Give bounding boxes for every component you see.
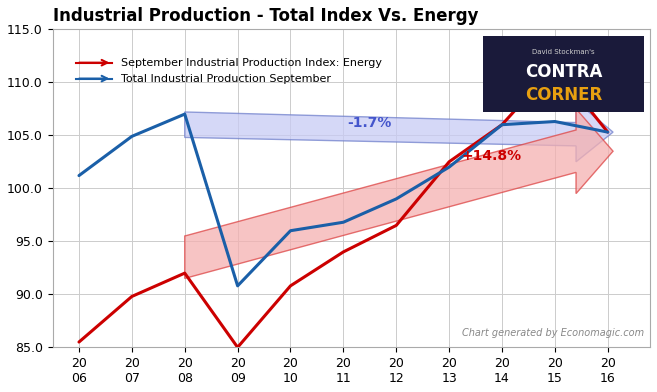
Polygon shape <box>185 102 613 162</box>
Text: -1.7%: -1.7% <box>348 116 392 130</box>
Polygon shape <box>185 109 613 278</box>
Text: Industrial Production - Total Index Vs. Energy: Industrial Production - Total Index Vs. … <box>53 7 478 25</box>
Text: +14.8%: +14.8% <box>461 149 522 163</box>
Text: Chart generated by Economagic.com: Chart generated by Economagic.com <box>462 328 644 338</box>
Text: September Industrial Production Index: Energy: September Industrial Production Index: E… <box>122 58 382 68</box>
Text: Total Industrial Production September: Total Industrial Production September <box>122 74 331 83</box>
